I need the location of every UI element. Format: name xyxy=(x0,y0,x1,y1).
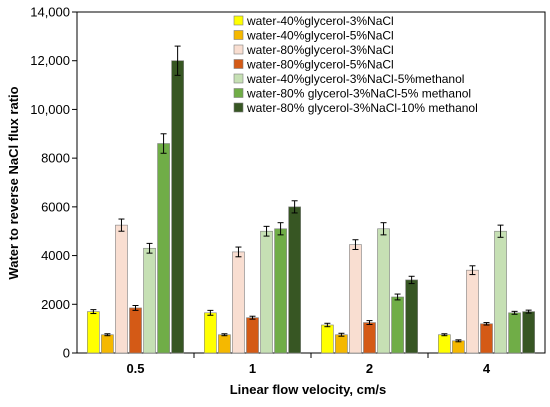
legend-label: water-40%glycerol-3%NaCl-5%methanol xyxy=(246,72,464,86)
legend-swatch xyxy=(233,44,244,55)
legend-swatch xyxy=(233,15,244,26)
y-tick-label: 14,000 xyxy=(30,5,70,20)
legend-label: water-80%glycerol-5%NaCl xyxy=(246,58,394,72)
legend-label: water-80%glycerol-3%NaCl xyxy=(246,43,394,57)
x-axis-title: Linear flow velocity, cm/s xyxy=(230,382,387,397)
legend-label: water-80% glycerol-3%NaCl-10% methanol xyxy=(246,101,478,115)
bar xyxy=(452,340,465,354)
bar xyxy=(246,317,259,354)
y-tick-label: 0 xyxy=(63,346,70,361)
bar xyxy=(115,224,128,354)
legend-label: water-40%glycerol-5%NaCl xyxy=(246,29,394,43)
bar xyxy=(204,312,217,354)
y-tick-label: 10,000 xyxy=(30,102,70,117)
legend-swatch xyxy=(233,30,244,40)
bar xyxy=(260,230,273,354)
bar xyxy=(129,307,142,354)
legend-swatch xyxy=(233,88,244,98)
x-tick-label: 4 xyxy=(483,361,491,376)
bar xyxy=(466,269,479,354)
y-tick-label: 8000 xyxy=(41,151,70,166)
bar xyxy=(522,311,535,354)
bar xyxy=(438,334,451,354)
bar xyxy=(494,230,507,354)
bar xyxy=(480,323,493,354)
legend-swatch xyxy=(233,73,244,84)
legend-swatch xyxy=(233,102,244,113)
bar xyxy=(218,334,231,354)
bar xyxy=(232,251,245,354)
bar xyxy=(143,247,156,354)
x-tick-label: 1 xyxy=(249,361,256,376)
bar xyxy=(508,312,521,354)
bar xyxy=(171,60,184,354)
y-tick-label: 2000 xyxy=(41,297,70,312)
bar xyxy=(405,279,418,354)
bar xyxy=(288,206,301,354)
x-tick-label: 2 xyxy=(366,361,373,376)
y-tick-label: 4000 xyxy=(41,248,70,263)
x-tick-label: 0.5 xyxy=(126,361,144,376)
y-tick-label: 12,000 xyxy=(30,53,70,68)
bar xyxy=(274,228,287,354)
bar xyxy=(391,296,404,354)
bar xyxy=(377,228,390,354)
legend: water-40%glycerol-3%NaClwater-40%glycero… xyxy=(233,14,478,115)
bar xyxy=(321,324,334,354)
bar xyxy=(157,143,170,354)
y-axis-title-group: Water to reverse NaCl flux ratio xyxy=(6,86,21,279)
y-axis-title: Water to reverse NaCl flux ratio xyxy=(6,86,21,279)
legend-label: water-40%glycerol-3%NaCl xyxy=(246,14,394,28)
bar xyxy=(349,244,362,354)
bar xyxy=(87,311,100,354)
bar xyxy=(335,334,348,354)
bar xyxy=(101,334,114,354)
bar xyxy=(363,322,376,354)
plot-area: 0 2000 4000 6000 8000 10,000 12,000 14,000 0.5 1 2… xyxy=(30,5,546,376)
legend-swatch xyxy=(233,59,244,69)
y-tick-label: 6000 xyxy=(41,199,70,214)
legend-label: water-80% glycerol-3%NaCl-5% methanol xyxy=(246,87,471,101)
